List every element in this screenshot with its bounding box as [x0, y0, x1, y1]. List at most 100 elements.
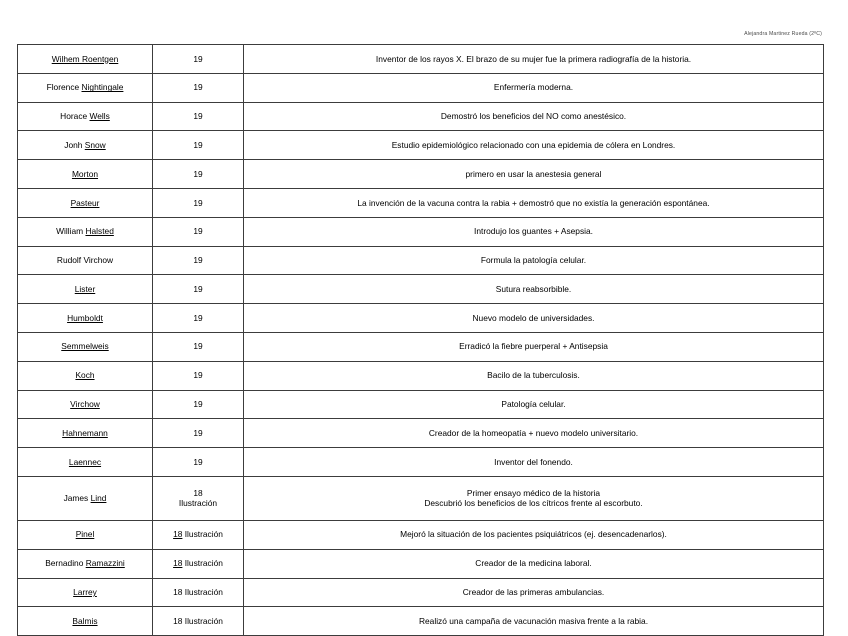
contribution-text: Formula la patología celular. [480, 255, 587, 266]
contribution-text: La invención de la vacuna contra la rabi… [357, 197, 710, 208]
figure-name-surname: Laennec [68, 456, 102, 467]
cell-figure-name: Lister [17, 274, 153, 305]
cell-figure-name: Wilhem Roentgen [17, 44, 153, 74]
cell-figure-name: James Lind [17, 475, 153, 521]
figure-name-surname: Balmis [72, 615, 98, 626]
table-row: Pasteur 19 La invención de la vacuna contr… [17, 187, 824, 218]
cell-century: 19 [152, 389, 244, 420]
cell-century: 19 [152, 72, 244, 103]
figure-name-surname: Wells [89, 111, 110, 122]
cell-figure-name: Horace Wells [17, 101, 153, 132]
cell-contribution: primero en usar la anestesia general [243, 159, 824, 189]
contribution-text: Creador de la medicina laboral. [475, 558, 592, 569]
contribution-text: Nuevo modelo de universidades. [472, 312, 595, 323]
cell-figure-name: Larrey [17, 577, 153, 608]
figure-name-surname: Pinel [75, 529, 95, 540]
cell-century: 18 Ilustración [152, 606, 244, 636]
cell-century: 19 [152, 360, 244, 391]
century-value: 19 [193, 370, 203, 381]
figure-name-surname: Larrey [73, 587, 97, 598]
contribution-text: Enfermería moderna. [493, 82, 574, 93]
century-value: 19 [193, 312, 203, 323]
figure-name-surname: Halsted [85, 226, 114, 237]
table-row: Balmis 18 Ilustración Realizó una campaña … [17, 606, 824, 636]
cell-contribution: Creador de la medicina laboral. [243, 548, 824, 579]
table-body: Wilhem Roentgen 19 Inventor de los rayos X… [17, 44, 824, 636]
cell-figure-name: Rudolf Virchow [17, 245, 153, 276]
contribution-text: Patología celular. [501, 399, 566, 410]
cell-contribution: Estudio epidemiológico relacionado con u… [243, 130, 824, 161]
historical-figures-table-wrapper: Wilhem Roentgen 19 Inventor de los rayos X… [17, 44, 824, 636]
contribution-text: Creador de las primeras ambulancias. [462, 587, 605, 598]
cell-figure-name: Pinel [17, 519, 153, 550]
cell-figure-name: Semmelweis [17, 331, 153, 362]
cell-figure-name: Morton [17, 159, 153, 189]
cell-contribution: Bacilo de la tuberculosis. [243, 360, 824, 391]
figure-name-given: Rudolf Virchow [56, 255, 114, 266]
century-number: 18 [173, 529, 183, 540]
contribution-text-line2: Descubrió los beneficios de los cítricos… [424, 498, 643, 509]
table-row: Koch 19 Bacilo de la tuberculosis. [17, 360, 824, 391]
table-row: Semmelweis 19 Erradicó la fiebre puerperal… [17, 331, 824, 362]
contribution-text: Bacilo de la tuberculosis. [487, 370, 580, 381]
cell-century: 18 Ilustración [152, 548, 244, 579]
cell-century: 19 [152, 331, 244, 362]
figure-name-surname: Semmelweis [61, 341, 109, 352]
contribution-text: Demostró los beneficios del NO como anes… [440, 111, 627, 122]
table-row: Lister 19 Sutura reabsorbible. [17, 274, 824, 305]
figure-name-given: Florence [46, 82, 82, 93]
cell-century: 19 [152, 216, 244, 247]
table-row: Florence Nightingale 19 Enfermería moderna… [17, 72, 824, 103]
figure-name-surname: Nightingale [81, 82, 124, 93]
century-value: 19 [193, 139, 203, 150]
figure-name-surname: Ramazzini [85, 558, 125, 569]
century-number: 18 [193, 487, 203, 498]
figure-name-given: Horace [60, 111, 90, 122]
cell-contribution: Erradicó la fiebre puerperal + Antisepsi… [243, 331, 824, 362]
century-value: 19 [193, 53, 203, 64]
cell-contribution: Sutura reabsorbible. [243, 274, 824, 305]
cell-figure-name: Florence Nightingale [17, 72, 153, 103]
cell-century: 19 [152, 159, 244, 189]
century-value: 19 [193, 226, 203, 237]
century-value: 19 [193, 111, 203, 122]
table-row: Wilhem Roentgen 19 Inventor de los rayos X… [17, 44, 824, 74]
table-row: Hahnemann 19 Creador de la homeopatía + nu… [17, 418, 824, 449]
cell-contribution: Creador de la homeopatía + nuevo modelo … [243, 418, 824, 449]
cell-century: 19 [152, 303, 244, 333]
contribution-text: Sutura reabsorbible. [495, 283, 572, 294]
table-row: Pinel 18 Ilustración Mejoró la situación d… [17, 519, 824, 550]
contribution-text: Realizó una campaña de vacunación masiva… [418, 615, 649, 626]
figure-name-surname: Humboldt [67, 312, 103, 323]
cell-century: 19 [152, 245, 244, 276]
century-value: 19 [193, 168, 203, 179]
table-row: William Halsted 19 Introdujo los guantes +… [17, 216, 824, 247]
contribution-text: Primer ensayo médico de la historia [466, 487, 601, 498]
contribution-text: Inventor de los rayos X. El brazo de su … [375, 53, 692, 64]
century-period: Ilustración [182, 529, 223, 540]
century-number: 18 [173, 558, 183, 569]
cell-century: 19 [152, 101, 244, 132]
document-page: Alejandra Martinez Rueda (2ºC) Wilhem Ro… [17, 31, 824, 636]
contribution-text: Inventor del fonendo. [494, 456, 573, 467]
figure-name-given: Jonh [64, 139, 85, 150]
document-header-author: Alejandra Martinez Rueda (2ºC) [744, 31, 822, 37]
contribution-text: Estudio epidemiológico relacionado con u… [391, 139, 676, 150]
figure-name-surname: Lind [90, 493, 107, 504]
contribution-text: Erradicó la fiebre puerperal + Antisepsi… [459, 341, 608, 352]
century-value: 19 [193, 255, 203, 266]
cell-figure-name: Balmis [17, 606, 153, 636]
figure-name-surname: Pasteur [70, 197, 100, 208]
cell-contribution: Formula la patología celular. [243, 245, 824, 276]
figure-name-given: William [56, 226, 86, 237]
cell-century: 19 [152, 187, 244, 218]
cell-figure-name: Bernadino Ramazzini [17, 548, 153, 579]
cell-contribution: Realizó una campaña de vacunación masiva… [243, 606, 824, 636]
table-row: Laennec 19 Inventor del fonendo. [17, 447, 824, 477]
century-value: 19 [193, 341, 203, 352]
table-row: Larrey 18 Ilustración Creador de las prime… [17, 577, 824, 608]
cell-contribution: Inventor del fonendo. [243, 447, 824, 477]
cell-figure-name: Humboldt [17, 303, 153, 333]
century-period: Ilustración [178, 498, 218, 509]
contribution-text: Creador de la homeopatía + nuevo modelo … [428, 427, 639, 438]
